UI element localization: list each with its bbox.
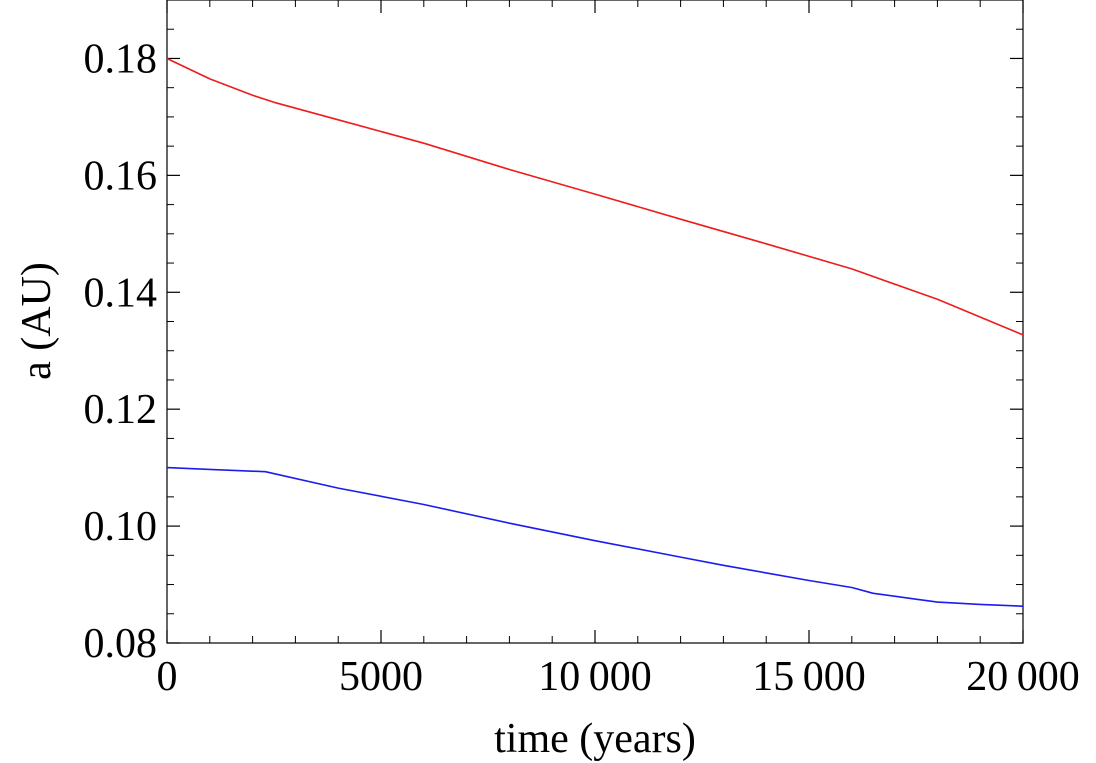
y-tick-label: 0.16 (84, 153, 158, 199)
x-tick-label: 15 000 (752, 654, 865, 700)
y-tick-label: 0.12 (84, 387, 158, 433)
x-tick-label: 10 000 (538, 654, 651, 700)
y-axis-label: a (AU) (14, 262, 60, 380)
series-line-2 (166, 466, 1024, 607)
major-ticks (166, 0, 1024, 644)
y-tick-label: 0.14 (84, 270, 158, 316)
plot-frame (166, 0, 1024, 644)
y-tick-label: 0.08 (84, 621, 158, 667)
series-line-1 (166, 57, 1024, 336)
minor-ticks (167, 0, 1023, 643)
x-tick-label: 20 000 (966, 654, 1079, 700)
series-layer (166, 57, 1024, 607)
x-tick-label: 0 (157, 654, 178, 700)
x-tick-label: 5000 (339, 654, 423, 700)
y-tick-labels: 0.08 0.10 0.12 0.14 0.16 0.18 (84, 36, 158, 667)
x-axis-label: time (years) (494, 716, 696, 762)
y-tick-label: 0.10 (84, 504, 158, 550)
y-tick-label: 0.18 (84, 36, 158, 82)
x-tick-labels: 0 5000 10 000 15 000 20 000 (157, 654, 1080, 700)
